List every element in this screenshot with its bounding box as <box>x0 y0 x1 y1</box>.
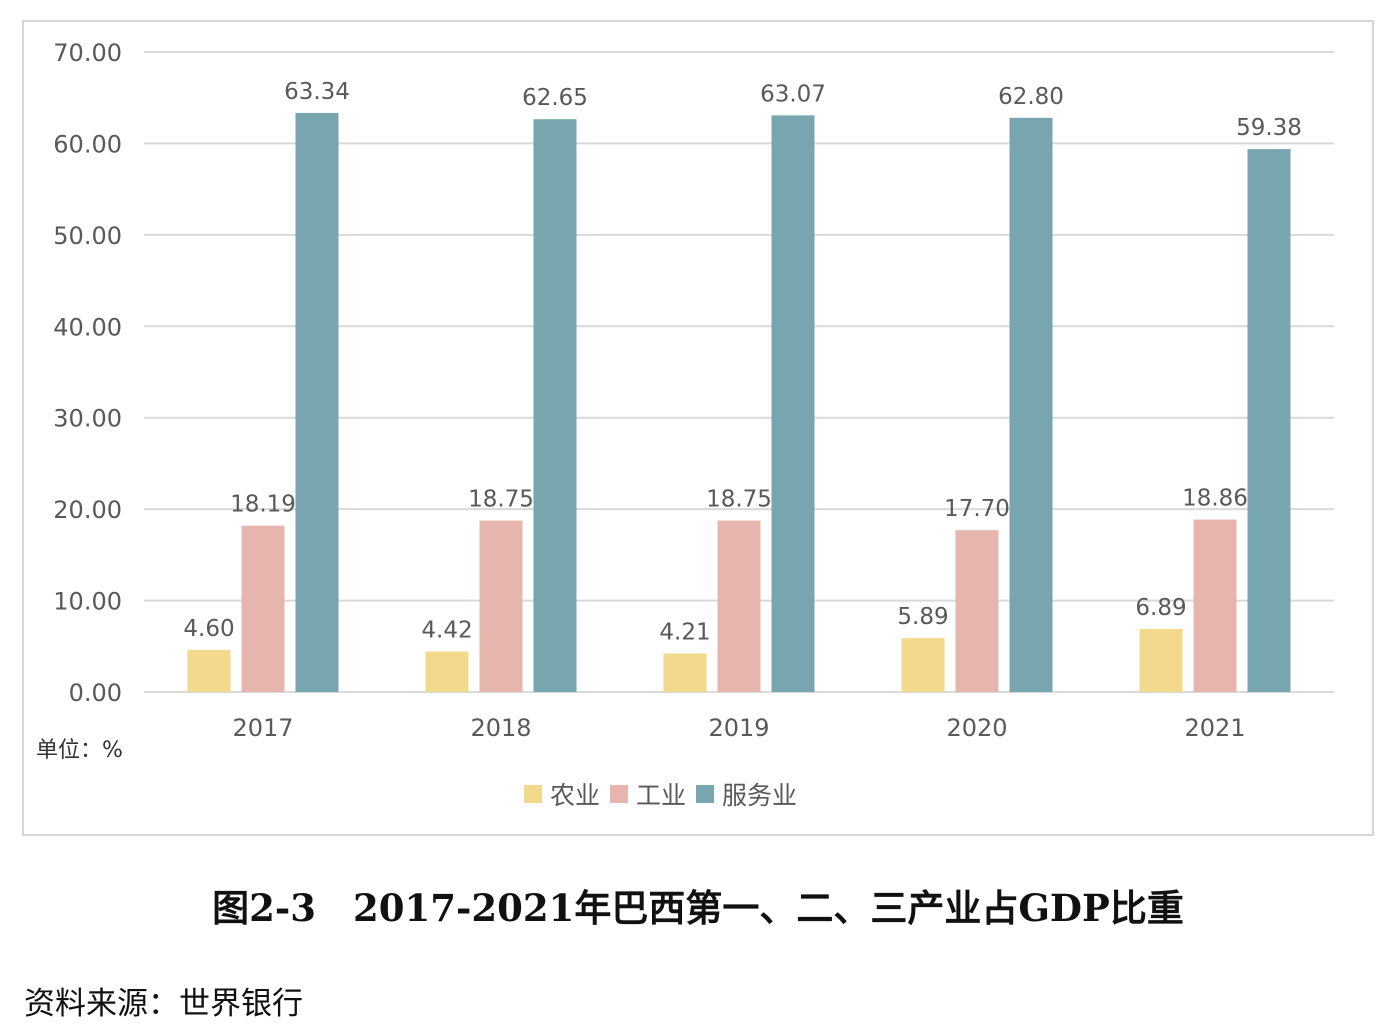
source-note: 资料来源：世界银行 <box>24 986 303 1022</box>
data-label: 18.75 <box>468 487 534 513</box>
bar-工业-2018 <box>479 520 523 692</box>
bar-工业-2017 <box>241 525 285 692</box>
figure-caption: 图2-3 2017-2021年巴西第一、二、三产业占GDP比重 <box>212 886 1184 930</box>
data-label: 4.42 <box>421 618 472 644</box>
chart-frame <box>22 20 1374 836</box>
legend-label-services: 服务业 <box>722 781 798 810</box>
bar-服务业-2019 <box>771 115 815 693</box>
data-label: 63.07 <box>760 81 826 107</box>
y-tick-label: 0.00 <box>69 679 122 707</box>
legend-item-agriculture: 农业 <box>524 776 600 812</box>
legend-item-services: 服务业 <box>696 776 797 812</box>
y-tick-label: 70.00 <box>53 39 122 67</box>
y-tick-label: 10.00 <box>53 588 122 616</box>
y-tick-label: 30.00 <box>53 405 122 433</box>
data-label: 62.65 <box>522 85 588 111</box>
unit-label: 单位：% <box>36 738 123 763</box>
bar-工业-2021 <box>1193 519 1237 692</box>
data-label: 17.70 <box>944 496 1010 522</box>
bar-农业-2017 <box>187 649 231 692</box>
x-tick-label: 2021 <box>1184 714 1245 742</box>
legend-item-industry: 工业 <box>610 776 686 812</box>
y-tick-label: 50.00 <box>53 222 122 250</box>
bar-服务业-2017 <box>295 112 339 693</box>
legend-swatch-services <box>696 785 715 803</box>
data-label: 18.19 <box>230 492 296 518</box>
data-label: 6.89 <box>1135 595 1186 621</box>
bar-农业-2018 <box>425 651 469 692</box>
y-tick-label: 60.00 <box>53 130 122 158</box>
bar-农业-2021 <box>1139 629 1183 692</box>
data-label: 18.75 <box>706 487 772 513</box>
data-label: 4.60 <box>183 616 234 642</box>
bar-服务业-2020 <box>1009 117 1053 693</box>
bar-农业-2020 <box>901 638 945 692</box>
legend: 农业 工业 服务业 <box>524 776 807 812</box>
x-tick-label: 2019 <box>708 714 769 742</box>
data-label: 4.21 <box>659 620 710 646</box>
y-tick-label: 40.00 <box>53 313 122 341</box>
data-label: 62.80 <box>998 84 1064 110</box>
bar-工业-2019 <box>717 520 761 692</box>
bar-农业-2019 <box>663 653 707 692</box>
bar-服务业-2021 <box>1247 149 1291 692</box>
bar-工业-2020 <box>955 530 999 692</box>
legend-swatch-agriculture <box>524 785 542 803</box>
data-label: 5.89 <box>897 604 948 630</box>
bar-chart: 0.00 10.00 20.00 30.00 40.00 50.00 60.00 70.00 4… <box>53 39 1334 742</box>
y-tick-label: 20.00 <box>53 496 122 524</box>
x-tick-label: 2020 <box>946 714 1007 742</box>
data-label: 59.38 <box>1236 115 1302 141</box>
legend-swatch-industry <box>610 785 629 803</box>
data-label: 63.34 <box>284 79 350 105</box>
legend-label-agriculture: 农业 <box>550 781 601 810</box>
x-tick-label: 2017 <box>232 714 293 742</box>
data-label: 18.86 <box>1182 486 1248 512</box>
bar-服务业-2018 <box>533 119 577 692</box>
legend-label-industry: 工业 <box>636 781 687 810</box>
x-tick-label: 2018 <box>470 714 531 742</box>
